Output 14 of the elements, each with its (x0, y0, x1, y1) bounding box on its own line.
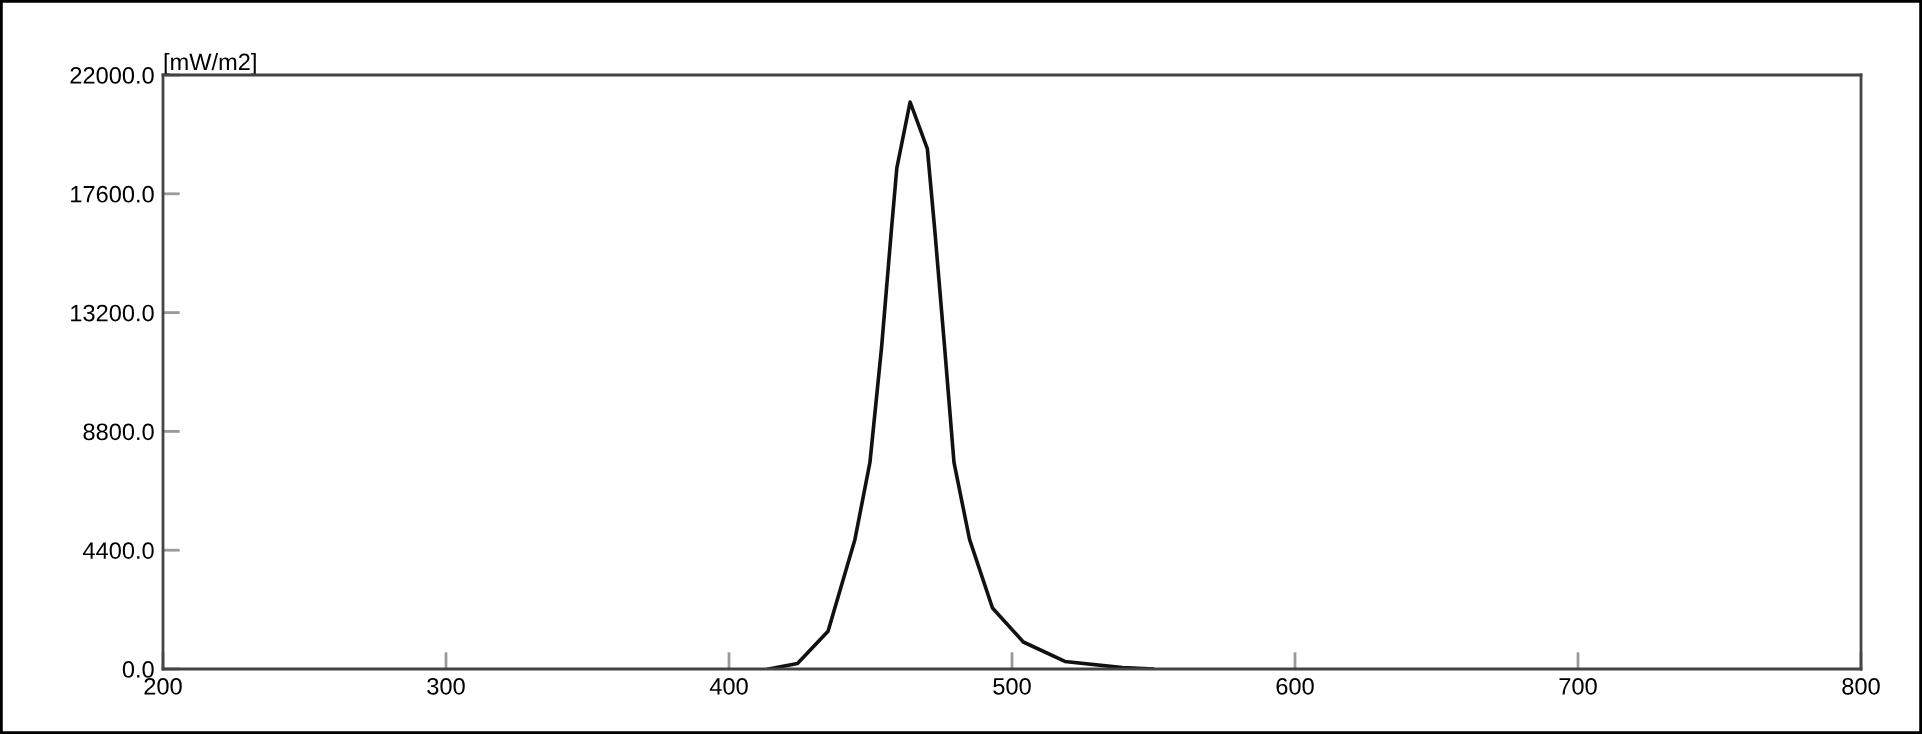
y-tick-label: 22000.0 (70, 67, 154, 84)
x-tick-label: 500 (993, 677, 1031, 695)
x-tick-label: 700 (1559, 677, 1597, 695)
y-tick-label: 8800.0 (83, 423, 154, 441)
y-tick-label: 17600.0 (71, 185, 154, 203)
x-tick-label: 300 (427, 677, 465, 695)
y-tick-label: 13200.0 (71, 304, 154, 322)
y-tick-label: 4400.0 (83, 542, 154, 559)
y-tick-label: 0.0 (122, 661, 154, 678)
x-tick-label: 600 (1276, 677, 1314, 695)
y-axis-title: [mW/m2] (164, 52, 256, 75)
x-tick-label: 800 (1842, 677, 1880, 695)
x-tick-label: 400 (709, 677, 748, 695)
x-tick-label: 200 (144, 677, 182, 695)
